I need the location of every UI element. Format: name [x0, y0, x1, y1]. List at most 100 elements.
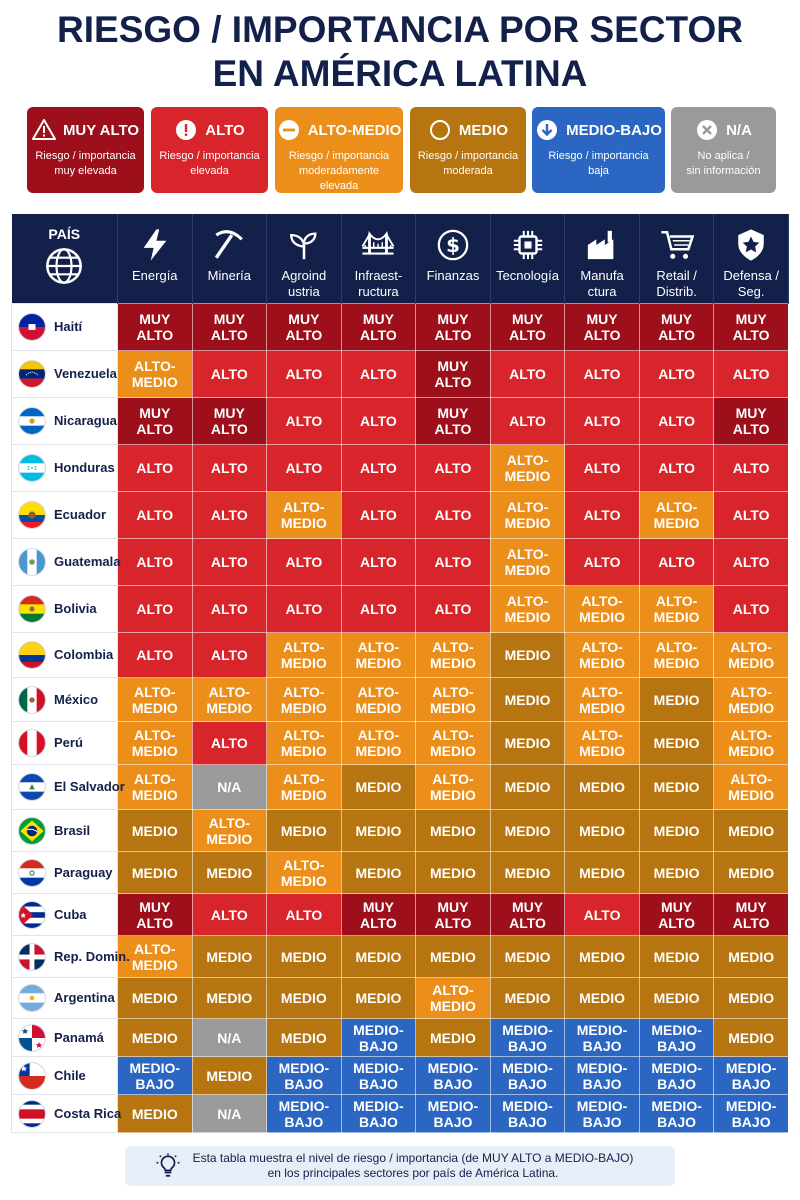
- risk-cell-alto: ALTO: [340, 538, 417, 586]
- risk-cell-alto-medio: ALTO- MEDIO: [117, 721, 193, 765]
- table-row-el-salvador: El Salvador ALTO- MEDIO N/A ALTO- MEDIO MEDI…: [11, 764, 789, 810]
- table-row-honduras: Honduras ALTO ALTO ALTO ALTO ALTO ALTO- MEDIO A…: [11, 444, 789, 492]
- risk-cell-alto: ALTO: [266, 444, 342, 492]
- risk-cell-alto-medio: ALTO- MEDIO: [117, 764, 193, 810]
- table-row-panama: Panamá MEDIO N/A MEDIO MEDIO- BAJO MEDIO MEDIO…: [11, 1018, 789, 1057]
- legend-description: Riesgo / importancia moderadamente eleva…: [288, 150, 390, 192]
- country-cell: Chile: [11, 1056, 118, 1095]
- risk-cell-medio: MEDIO: [564, 851, 640, 894]
- country-name: Venezuela: [54, 366, 117, 381]
- empty-circle-icon: [429, 120, 450, 140]
- lightning-icon: [143, 229, 167, 261]
- risk-cell-alto: ALTO: [266, 538, 342, 586]
- table-row-venezuela: Venezuela ALTO- MEDIO ALTO ALTO ALTO MUY ALTO…: [11, 350, 789, 398]
- risk-cell-alto: ALTO: [713, 491, 789, 539]
- risk-cell-alto-medio: ALTO- MEDIO: [564, 585, 640, 633]
- table-row-peru: Perú ALTO- MEDIO ALTO ALTO- MEDIO ALTO- MEDI…: [11, 721, 789, 765]
- table-row-ecuador: Ecuador ALTO ALTO ALTO- MEDIO ALTO ALTO ALTO- …: [11, 491, 789, 539]
- risk-cell-medio: MEDIO: [415, 851, 491, 894]
- country-cell: Haití: [11, 303, 118, 351]
- risk-cell-alto: ALTO: [191, 444, 268, 492]
- guatemala-flag-icon: [18, 548, 46, 576]
- risk-cell-alto-medio: ALTO- MEDIO: [415, 764, 491, 810]
- risk-cell-medio: MEDIO: [489, 809, 566, 852]
- risk-cell-medio-bajo: MEDIO- BAJO: [638, 1056, 715, 1095]
- risk-cell-medio: MEDIO: [564, 809, 640, 852]
- country-cell: Brasil: [11, 809, 118, 852]
- table-body: Haití MUY ALTO MUY ALTO MUY ALTO MUY ALTO MUY…: [11, 303, 789, 1133]
- legend-label: ALTO: [205, 121, 245, 139]
- svg-text:$: $: [446, 234, 460, 257]
- risk-cell-alto: ALTO: [415, 491, 491, 539]
- table-row-nicaragua: Nicaragua MUY ALTO MUY ALTO ALTO ALTO MUY ALT…: [11, 397, 789, 445]
- bridge-icon: [362, 230, 395, 255]
- legend-header: MEDIO-BAJO: [532, 117, 665, 143]
- country-cell: México: [11, 677, 118, 722]
- risk-cell-medio: MEDIO: [713, 851, 789, 894]
- risk-cell-alto: ALTO: [266, 350, 342, 398]
- risk-cell-alto-medio: ALTO- MEDIO: [415, 677, 491, 722]
- country-cell: Nicaragua: [11, 397, 118, 445]
- risk-cell-medio-bajo: MEDIO- BAJO: [638, 1018, 715, 1057]
- risk-cell-muy-alto: MUY ALTO: [340, 303, 417, 351]
- risk-cell-medio: MEDIO: [340, 851, 417, 894]
- column-header-label: PAÍS: [48, 226, 81, 242]
- risk-cell-medio: MEDIO: [638, 764, 715, 810]
- country-name: Colombia: [54, 647, 114, 662]
- arrow-down-circle-icon: [537, 120, 558, 140]
- risk-cell-muy-alto: MUY ALTO: [713, 303, 789, 351]
- country-name: Rep. Domin.: [54, 948, 130, 964]
- venezuela-flag-icon: [18, 360, 46, 388]
- ecuador-flag-icon: [18, 501, 46, 529]
- haiti-flag-icon: [18, 313, 46, 341]
- risk-cell-alto: ALTO: [117, 585, 193, 633]
- legend-label: N/A: [726, 121, 752, 139]
- risk-cell-alto-medio: ALTO- MEDIO: [266, 677, 342, 722]
- country-cell: Cuba: [11, 893, 118, 936]
- risk-cell-medio: MEDIO: [713, 935, 789, 978]
- column-header-label: Energía: [132, 268, 178, 283]
- risk-cell-alto: ALTO: [266, 585, 342, 633]
- risk-cell-medio: MEDIO: [638, 977, 715, 1019]
- table-row-bolivia: Bolivia ALTO ALTO ALTO ALTO ALTO ALTO- MEDIO AL…: [11, 585, 789, 633]
- risk-cell-medio: MEDIO: [117, 977, 193, 1019]
- dominican-republic-flag-icon: [18, 942, 46, 971]
- country-name: Guatemala: [54, 554, 121, 569]
- country-cell: Panamá: [11, 1018, 118, 1057]
- bolivia-flag-icon: [18, 595, 46, 623]
- country-name: Chile: [54, 1067, 86, 1083]
- cuba-flag-icon: [18, 900, 46, 929]
- country-name: Nicaragua: [54, 413, 117, 428]
- column-header-label: Agroind ustria: [281, 268, 327, 299]
- legend-item-medio: MEDIO Riesgo / importancia moderada: [410, 107, 526, 193]
- risk-cell-alto-medio: ALTO- MEDIO: [117, 935, 193, 978]
- risk-cell-medio: MEDIO: [117, 851, 193, 894]
- risk-cell-alto: ALTO: [191, 721, 268, 765]
- legend-label: MUY ALTO: [62, 121, 140, 139]
- risk-cell-medio: MEDIO: [713, 1018, 789, 1057]
- risk-cell-alto: ALTO: [191, 350, 268, 398]
- shield-star-icon: [738, 229, 764, 261]
- globe-icon: [46, 248, 83, 284]
- risk-cell-medio: MEDIO: [340, 935, 417, 978]
- country-cell: Bolivia: [11, 585, 118, 633]
- table-row-paraguay: Paraguay MEDIO MEDIO ALTO- MEDIO MEDIO MEDIO M…: [11, 851, 789, 894]
- country-name: Ecuador: [54, 507, 107, 522]
- legend-label: MEDIO: [458, 121, 509, 139]
- risk-cell-alto: ALTO: [340, 397, 417, 445]
- risk-cell-alto: ALTO: [564, 350, 640, 398]
- warning-triangle-icon: [31, 119, 56, 140]
- risk-cell-medio: MEDIO: [489, 632, 566, 678]
- risk-cell-alto: ALTO: [489, 397, 566, 445]
- risk-cell-medio-bajo: MEDIO- BAJO: [713, 1056, 789, 1095]
- risk-cell-alto: ALTO: [266, 893, 342, 936]
- colombia-flag-icon: [18, 641, 46, 669]
- chile-flag-icon: [18, 1061, 46, 1090]
- risk-cell-alto-medio: ALTO- MEDIO: [266, 764, 342, 810]
- risk-cell-alto: ALTO: [564, 538, 640, 586]
- country-name: México: [54, 691, 99, 707]
- column-header-manufa-ctura: Manufa ctura: [564, 214, 640, 304]
- country-cell: Venezuela: [11, 350, 118, 398]
- risk-cell-alto-medio: ALTO- MEDIO: [564, 677, 640, 722]
- minus-circle-icon: [278, 120, 299, 140]
